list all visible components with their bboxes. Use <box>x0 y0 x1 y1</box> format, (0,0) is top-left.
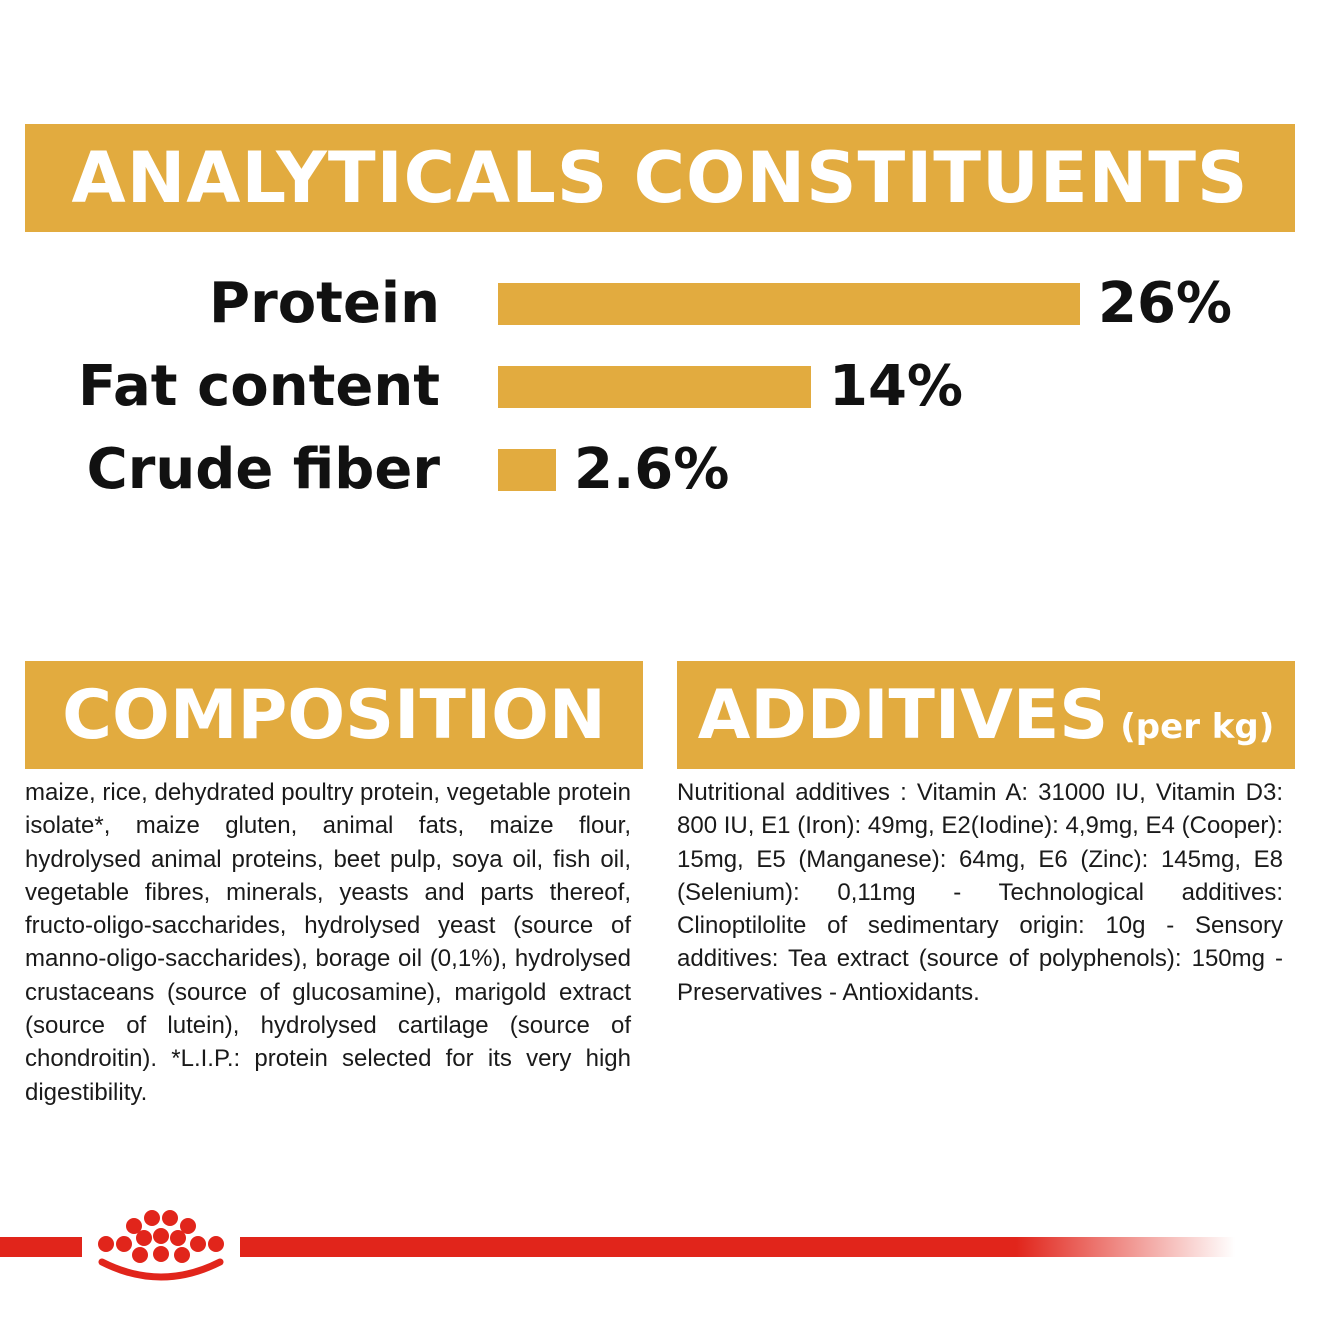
analytics-value: 26% <box>1098 271 1233 336</box>
composition-banner: COMPOSITION <box>25 661 643 769</box>
analytics-label: Protein <box>209 271 440 336</box>
analytics-label: Crude fiber <box>86 437 440 502</box>
analytics-bar <box>498 366 811 408</box>
analytics-value: 2.6% <box>574 437 730 502</box>
analytics-row-fiber: Crude fiber 2.6% <box>0 440 1320 500</box>
additives-unit: (per kg) <box>1120 707 1275 747</box>
analytics-title: ANALYTICALS CONSTITUENTS <box>71 137 1249 219</box>
additives-banner: ADDITIVES (per kg) <box>677 661 1295 769</box>
crown-logo-icon <box>98 1210 224 1281</box>
analytics-row-protein: Protein 26% <box>0 274 1320 334</box>
analytics-banner: ANALYTICALS CONSTITUENTS <box>25 124 1295 232</box>
additives-title: ADDITIVES <box>697 675 1109 755</box>
analytics-row-fat: Fat content 14% <box>0 357 1320 417</box>
analytics-bar <box>498 449 556 491</box>
brand-line-left <box>0 1237 82 1257</box>
additives-text: Nutritional additives : Vitamin A: 31000… <box>677 779 1283 1006</box>
analytics-label: Fat content <box>78 354 440 419</box>
composition-title: COMPOSITION <box>62 675 606 755</box>
analytics-bar <box>498 283 1080 325</box>
analytics-value: 14% <box>829 354 964 419</box>
composition-text: maize, rice, dehydrated poultry protein,… <box>25 779 631 1106</box>
brand-line-right <box>240 1237 1235 1257</box>
